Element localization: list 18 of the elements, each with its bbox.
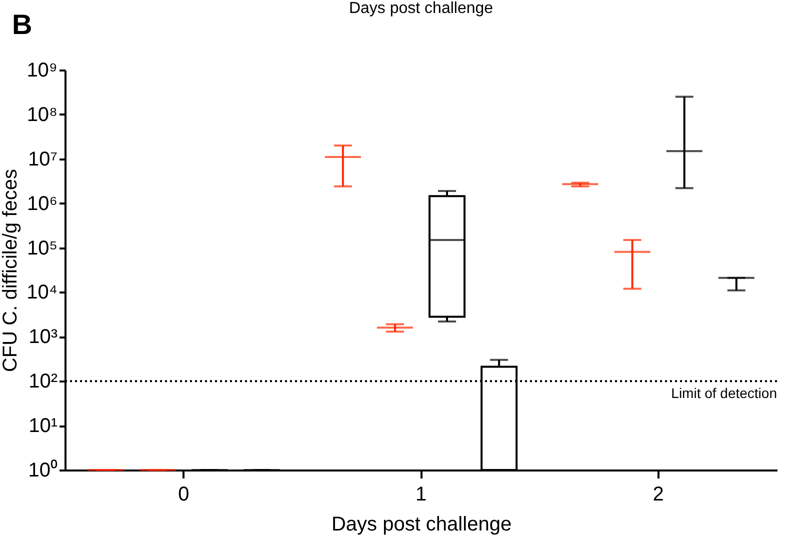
- y-tick-label: 10²: [28, 370, 58, 393]
- ref-line-label: Limit of detection: [671, 385, 777, 402]
- x-tick-label: 0: [178, 484, 190, 506]
- x-axis-title: Days post challenge: [331, 514, 512, 536]
- y-tick-label: 10⁸: [26, 104, 58, 126]
- y-tick-label: 10⁹: [26, 60, 58, 82]
- y-tick-label: 10³: [28, 326, 58, 348]
- y-tick-label: 10⁰: [28, 458, 58, 482]
- text: B: [12, 8, 32, 42]
- y-tick-label: 10¹: [28, 415, 58, 438]
- y-tick-label: 10⁵: [26, 237, 58, 260]
- chart-title: Days post challenge: [348, 0, 494, 17]
- x-tick-label: 1: [415, 484, 427, 506]
- y-tick-label: 10⁴: [26, 282, 58, 304]
- y-tick-label: 10⁷: [28, 148, 58, 170]
- y-tick-label: 10⁶: [27, 192, 58, 215]
- y-axis-title: CFU C. difficile/g feces: [0, 168, 22, 372]
- x-tick-label: 2: [652, 484, 664, 506]
